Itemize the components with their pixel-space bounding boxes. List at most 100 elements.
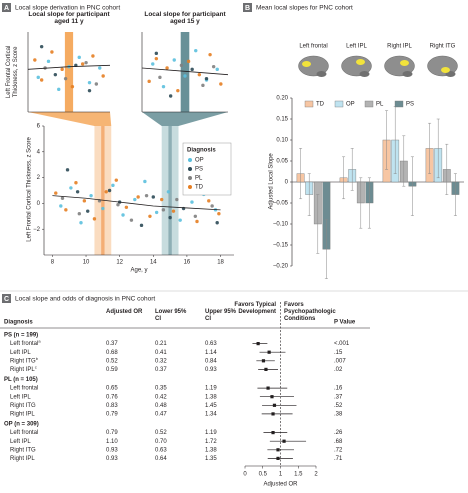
brain-cerebellum bbox=[402, 71, 413, 77]
favors-label: Favors Psychopathologic Conditions bbox=[284, 302, 336, 322]
panel-title: Mean local slopes for PNC cohort bbox=[256, 5, 353, 12]
panel-letter: A bbox=[4, 5, 9, 12]
panel-letter: C bbox=[4, 296, 9, 303]
or-marker bbox=[266, 386, 270, 390]
data-point bbox=[172, 58, 176, 62]
data-point bbox=[215, 221, 219, 225]
y-tick-label: −0.15 bbox=[273, 243, 289, 249]
brain-cerebellum bbox=[359, 71, 370, 77]
data-point bbox=[161, 208, 166, 212]
lower-ci: 0.64 bbox=[155, 456, 167, 462]
y-tick-label: −0.05 bbox=[273, 201, 289, 207]
data-point bbox=[92, 217, 97, 221]
data-point bbox=[107, 188, 112, 193]
or-value: 0.68 bbox=[106, 350, 118, 356]
data-point bbox=[86, 209, 90, 213]
funnel-layer bbox=[28, 112, 228, 126]
error-bar bbox=[428, 122, 432, 174]
data-point bbox=[114, 178, 119, 182]
data-point bbox=[197, 72, 202, 77]
x-tick-label: 1 bbox=[279, 472, 283, 478]
data-point bbox=[80, 62, 85, 66]
y-tick-label: 4 bbox=[37, 149, 41, 155]
x-axis-label: Adjusted OR bbox=[263, 482, 298, 488]
region-label: Left IPL bbox=[346, 44, 367, 50]
brain-region bbox=[400, 60, 409, 66]
data-point bbox=[144, 193, 149, 198]
data-point bbox=[168, 94, 173, 98]
row-label: Right IPL bbox=[10, 456, 35, 462]
or-value: 0.79 bbox=[106, 411, 118, 417]
data-point bbox=[148, 214, 152, 218]
legend-swatch bbox=[188, 185, 192, 189]
data-point bbox=[87, 80, 92, 85]
or-marker bbox=[270, 395, 274, 399]
or-value: 0.83 bbox=[106, 403, 118, 409]
data-point bbox=[171, 209, 176, 213]
or-marker bbox=[272, 403, 277, 407]
brain-cerebellum bbox=[445, 71, 456, 77]
row-label: Right IPL bbox=[10, 411, 35, 417]
p-value: <.001 bbox=[334, 341, 350, 347]
p-value: .52 bbox=[334, 403, 343, 409]
error-bar bbox=[316, 194, 320, 254]
brain-region bbox=[302, 61, 311, 67]
lower-ci: 0.21 bbox=[155, 341, 167, 347]
data-point bbox=[217, 212, 221, 216]
x-tick-label: 16 bbox=[184, 260, 191, 266]
or-marker bbox=[271, 412, 275, 416]
error-bar bbox=[445, 143, 449, 195]
inset-y-label: Left Frontal Cortical Thickness, z Score bbox=[6, 45, 19, 99]
data-point bbox=[69, 186, 73, 190]
lower-ci: 0.32 bbox=[155, 358, 167, 364]
group-label: PL (n = 105) bbox=[4, 377, 38, 383]
row-label: Left frontal bbox=[10, 430, 38, 436]
data-point bbox=[94, 82, 99, 86]
highlight-band bbox=[168, 126, 172, 255]
data-point bbox=[98, 66, 102, 70]
p-value: .15 bbox=[334, 350, 343, 356]
data-point bbox=[136, 195, 140, 199]
highlight-band bbox=[64, 32, 74, 112]
data-point bbox=[186, 59, 191, 64]
row-label: Left IPL bbox=[10, 394, 31, 400]
legend-label: OP bbox=[195, 158, 204, 164]
row-label: Right IPLc bbox=[10, 364, 37, 373]
error-bar bbox=[436, 118, 440, 179]
inset-title: Local slope for participant aged 11 y bbox=[28, 11, 110, 26]
data-point bbox=[204, 76, 209, 81]
legend-swatch bbox=[334, 100, 344, 108]
legend-label: OP bbox=[346, 102, 355, 108]
legend-label: PS bbox=[195, 167, 203, 173]
row-label: Left IPL bbox=[10, 439, 31, 445]
row-note: a bbox=[38, 338, 41, 343]
data-point bbox=[179, 63, 184, 68]
panel-title: Local slope and odds of diagnosis in PNC… bbox=[15, 296, 155, 303]
data-point bbox=[139, 223, 144, 228]
data-point bbox=[190, 67, 194, 72]
p-value: .02 bbox=[334, 367, 343, 373]
lower-ci: 0.42 bbox=[155, 394, 167, 400]
zoom-funnel bbox=[142, 112, 228, 126]
column-header: Lower 95% CI bbox=[155, 309, 187, 322]
or-value: 0.93 bbox=[106, 447, 118, 453]
or-value: 0.79 bbox=[106, 430, 118, 436]
data-point bbox=[46, 59, 51, 64]
data-point bbox=[178, 218, 182, 222]
error-bar bbox=[359, 177, 363, 229]
data-point bbox=[77, 212, 82, 216]
data-point bbox=[129, 218, 134, 222]
error-bar bbox=[342, 156, 346, 200]
row-note: b bbox=[36, 355, 39, 360]
row-label: Right ITG bbox=[10, 447, 36, 453]
panel-badge bbox=[2, 294, 11, 303]
legend-label: PL bbox=[376, 102, 384, 108]
data-point bbox=[60, 67, 64, 72]
x-tick-label: 14 bbox=[150, 260, 157, 266]
upper-ci: 1.72 bbox=[205, 439, 217, 445]
upper-ci: 1.14 bbox=[205, 350, 217, 356]
data-point bbox=[133, 197, 137, 202]
data-point bbox=[101, 74, 105, 78]
brain-icon bbox=[298, 55, 329, 77]
or-marker bbox=[276, 456, 280, 460]
